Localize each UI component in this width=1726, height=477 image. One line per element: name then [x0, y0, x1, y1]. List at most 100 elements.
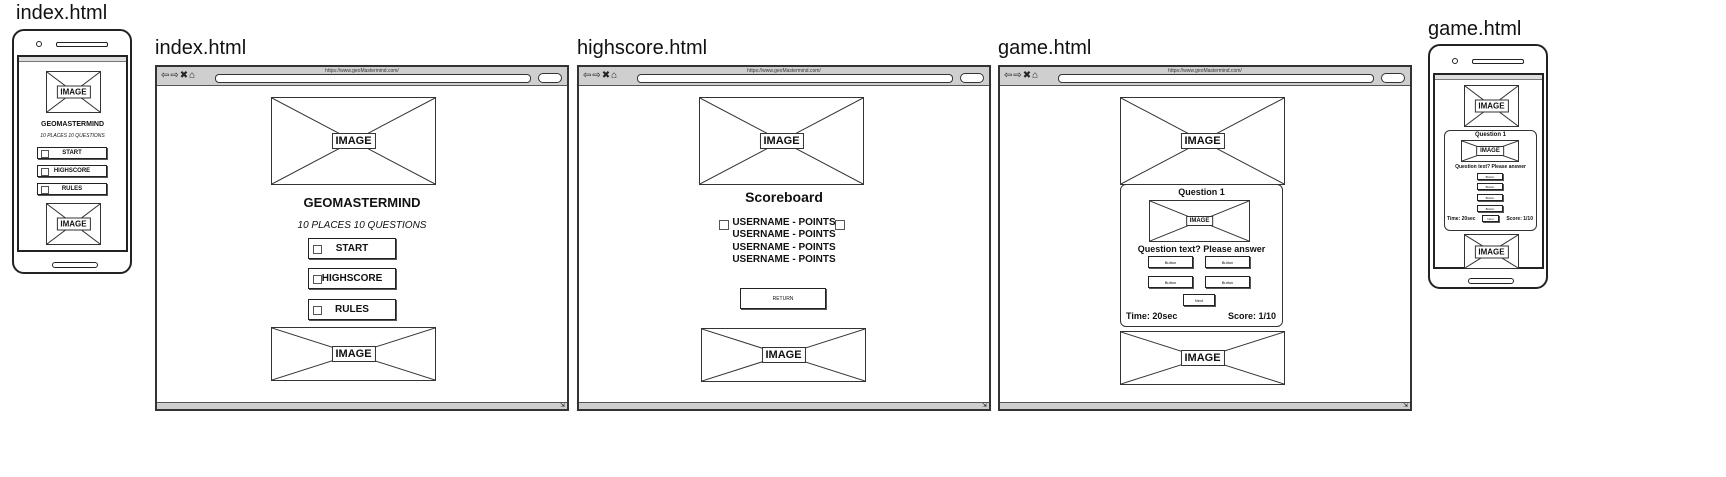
phone-speaker [56, 42, 108, 47]
browser-toolbar: https://www.geoMastermind.com/ ⇦⇨✖⌂ [1000, 67, 1410, 86]
score-display: Score: 1/10 [1227, 311, 1276, 321]
next-button[interactable]: Next [1183, 294, 1215, 306]
app-title: GEOMASTERMIND [41, 121, 104, 128]
checkbox-icon [835, 220, 845, 230]
frame-title-desktop-index: index.html [155, 37, 247, 59]
phone-speaker [1472, 59, 1524, 64]
highscore-button[interactable]: HIGHSCORE [308, 268, 396, 289]
checkbox-icon [41, 150, 49, 158]
image-label: IMAGE [761, 347, 806, 363]
image-placeholder-bottom: IMAGE [701, 328, 866, 382]
question-title: Question 1 [1178, 187, 1225, 197]
image-label: IMAGE [1185, 216, 1214, 226]
phone-camera [1452, 58, 1458, 64]
question-panel: Question 1 IMAGE Question text? Please a… [1120, 184, 1283, 327]
answer-button[interactable]: Button [1148, 256, 1193, 268]
checkbox-icon [313, 275, 322, 284]
image-placeholder-bottom: IMAGE [1464, 234, 1519, 269]
answer-button[interactable]: Button [1148, 276, 1193, 288]
image-label: IMAGE [331, 133, 376, 149]
score-entry: USERNAME - POINTS [732, 229, 836, 240]
checkbox-icon [719, 220, 729, 230]
browser-status-bar: ⇲ [157, 402, 567, 409]
image-label: IMAGE [759, 133, 804, 149]
browser-toolbar: https://www.geoMastermind.com/ ⇦⇨✖⌂ [579, 67, 989, 86]
phone-home-button [1468, 278, 1514, 284]
search-box[interactable] [960, 73, 984, 83]
browser-nav-icons[interactable]: ⇦⇨✖⌂ [583, 70, 619, 81]
browser-url: https://www.geoMastermind.com/ [325, 68, 399, 74]
time-display: Time: 20sec [1447, 216, 1476, 222]
app-subtitle: 10 PLACES 10 QUESTIONS [40, 133, 105, 139]
answer-button[interactable]: Button [1477, 173, 1503, 180]
image-label: IMAGE [1180, 350, 1225, 366]
frame-title-desktop-highscore: highscore.html [577, 37, 708, 59]
answer-button[interactable]: Button [1205, 276, 1250, 288]
start-button[interactable]: START [37, 147, 107, 159]
checkbox-icon [313, 245, 322, 254]
mobile-status-bar [1435, 75, 1542, 80]
phone-camera [36, 41, 42, 47]
browser-index: https://www.geoMastermind.com/ ⇦⇨✖⌂ IMAG… [155, 65, 569, 411]
question-panel: Question 1 IMAGE Question text? Please a… [1444, 130, 1537, 231]
image-label: IMAGE [1476, 146, 1504, 156]
address-bar[interactable] [637, 74, 953, 83]
answer-button[interactable]: Button [1477, 194, 1503, 201]
checkbox-icon [41, 168, 49, 176]
score-entry: USERNAME - POINTS [732, 217, 836, 228]
address-bar[interactable] [215, 74, 531, 83]
question-text: Question text? Please answer [1455, 164, 1526, 170]
resize-grip-icon[interactable]: ⇲ [1402, 403, 1408, 409]
score-entry: USERNAME - POINTS [732, 254, 836, 265]
score-display: Score: 1/10 [1506, 216, 1533, 222]
question-text: Question text? Please answer [1137, 244, 1266, 254]
time-display: Time: 20sec [1126, 311, 1178, 321]
search-box[interactable] [538, 73, 562, 83]
browser-toolbar: https://www.geoMastermind.com/ ⇦⇨✖⌂ [157, 67, 567, 86]
frame-title-mobile-game: game.html [1428, 18, 1522, 40]
answer-button[interactable]: Button [1477, 183, 1503, 190]
browser-status-bar: ⇲ [579, 402, 989, 409]
rules-button[interactable]: RULES [308, 299, 396, 320]
mobile-game-screen: IMAGE Question 1 IMAGE Question text? Pl… [1433, 73, 1544, 269]
checkbox-icon [313, 306, 322, 315]
browser-nav-icons[interactable]: ⇦⇨✖⌂ [161, 70, 197, 81]
question-image: IMAGE [1149, 200, 1250, 242]
resize-grip-icon[interactable]: ⇲ [559, 403, 565, 409]
checkbox-icon [41, 186, 49, 194]
image-label: IMAGE [1474, 245, 1509, 258]
return-button[interactable]: RETURN [740, 288, 826, 309]
scoreboard-title: Scoreboard [745, 189, 823, 205]
browser-nav-icons[interactable]: ⇦⇨✖⌂ [1004, 70, 1040, 81]
browser-status-bar: ⇲ [1000, 402, 1410, 409]
frame-title-desktop-game: game.html [998, 37, 1092, 59]
image-placeholder-top: IMAGE [271, 97, 436, 185]
mobile-index-screen: IMAGE GEOMASTERMIND 10 PLACES 10 QUESTIO… [17, 55, 128, 252]
image-placeholder-top: IMAGE [46, 71, 101, 113]
app-title: GEOMASTERMIND [303, 195, 421, 210]
image-placeholder-bottom: IMAGE [271, 327, 436, 381]
browser-game: https://www.geoMastermind.com/ ⇦⇨✖⌂ IMAG… [998, 65, 1412, 411]
question-image: IMAGE [1461, 140, 1519, 162]
highscore-button[interactable]: HIGHSCORE [37, 165, 107, 177]
rules-button[interactable]: RULES [37, 183, 107, 195]
app-subtitle: 10 PLACES 10 QUESTIONS [297, 220, 427, 231]
image-label: IMAGE [331, 346, 376, 362]
image-label: IMAGE [56, 217, 91, 231]
search-box[interactable] [1381, 73, 1405, 83]
browser-url: https://www.geoMastermind.com/ [747, 68, 821, 74]
next-button[interactable]: Next [1482, 215, 1499, 222]
answer-button[interactable]: Button [1477, 205, 1503, 212]
answer-button[interactable]: Button [1205, 256, 1250, 268]
browser-url: https://www.geoMastermind.com/ [1168, 68, 1242, 74]
start-button[interactable]: START [308, 238, 396, 259]
browser-highscore: https://www.geoMastermind.com/ ⇦⇨✖⌂ IMAG… [577, 65, 991, 411]
image-placeholder-top: IMAGE [1464, 85, 1519, 127]
frame-title-mobile-index: index.html [16, 2, 108, 24]
address-bar[interactable] [1058, 74, 1374, 83]
image-placeholder-top: IMAGE [699, 97, 864, 185]
image-label: IMAGE [56, 85, 91, 99]
image-placeholder-top: IMAGE [1120, 97, 1285, 185]
resize-grip-icon[interactable]: ⇲ [981, 403, 987, 409]
image-placeholder-bottom: IMAGE [1120, 331, 1285, 385]
